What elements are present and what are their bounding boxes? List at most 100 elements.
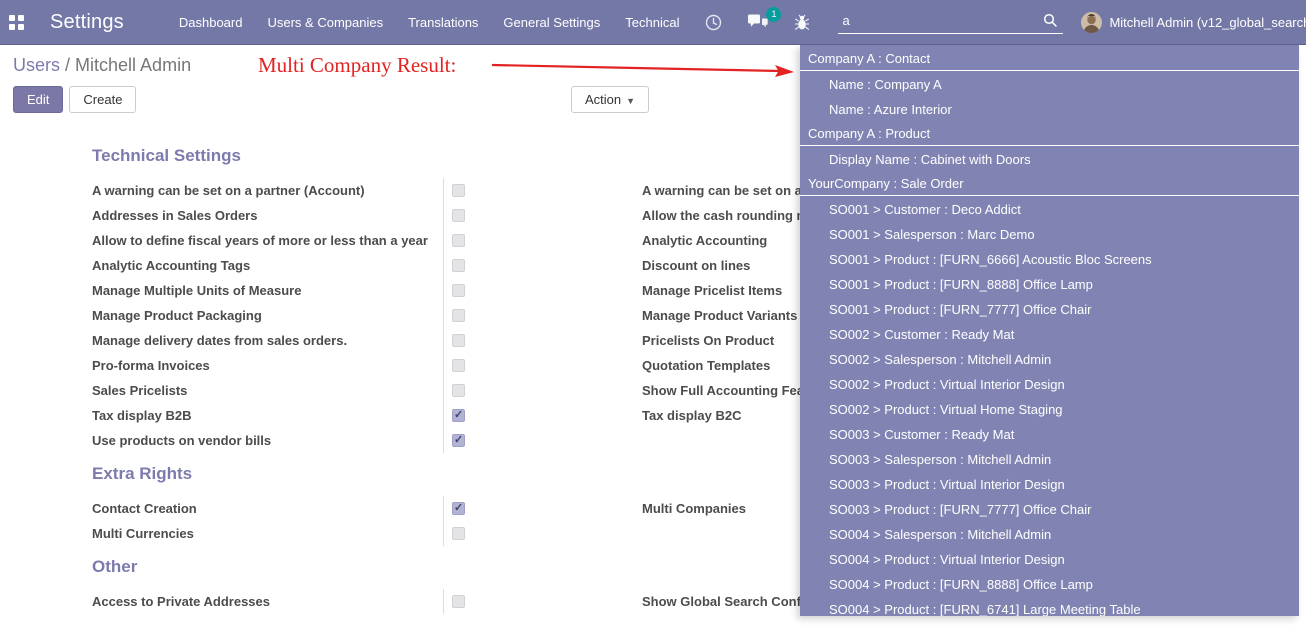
search-result-group-yourcompany-sale-order: YourCompany : Sale Order	[800, 172, 1299, 196]
setting-label-quotation-templates: Quotation Templates	[642, 358, 771, 373]
messages-icon[interactable]: 1	[747, 7, 782, 30]
activities-clock-icon[interactable]	[705, 14, 722, 31]
search-result-item-so004-product-virtual-interior-design[interactable]: SO004 > Product : Virtual Interior Desig…	[829, 552, 1065, 567]
search-result-item-so001-product-furn-8888-office-lamp[interactable]: SO001 > Product : [FURN_8888] Office Lam…	[829, 277, 1093, 292]
setting-row: Multi Currencies	[92, 521, 1122, 546]
breadcrumb-separator: /	[60, 55, 76, 75]
setting-label-manage-multiple-units-of-measure: Manage Multiple Units of Measure	[92, 283, 302, 298]
search-result-item-name-company-a[interactable]: Name : Company A	[829, 77, 942, 92]
checkbox-sales-pricelists[interactable]	[452, 384, 465, 397]
global-search-box	[838, 10, 1064, 34]
checkbox-multi-currencies[interactable]	[452, 527, 465, 540]
apps-menu-icon[interactable]	[9, 14, 24, 30]
search-result-item-so001-salesperson-marc-demo[interactable]: SO001 > Salesperson : Marc Demo	[829, 227, 1035, 242]
create-button[interactable]: Create	[69, 86, 137, 113]
search-result-group-company-a-product: Company A : Product	[800, 122, 1299, 146]
search-result-item-so001-product-furn-6666-acoustic-bloc-sc[interactable]: SO001 > Product : [FURN_6666] Acoustic B…	[829, 252, 1152, 267]
search-result-item-so002-salesperson-mitchell-admin[interactable]: SO002 > Salesperson : Mitchell Admin	[829, 352, 1052, 367]
search-result-item-name-azure-interior[interactable]: Name : Azure Interior	[829, 102, 952, 117]
setting-label-pro-forma-invoices: Pro-forma Invoices	[92, 358, 210, 373]
checkbox-cell	[443, 353, 472, 378]
main-menu: Dashboard Users & Companies Translations Ge…	[179, 15, 680, 30]
breadcrumb-users-link[interactable]: Users	[13, 55, 61, 75]
checkbox-cell	[443, 203, 472, 228]
checkbox-allow-to-define-fiscal-years-of-more-or-[interactable]	[452, 234, 465, 247]
setting-label-a-warning-can-be-set-on-a: A warning can be set on a	[642, 183, 802, 198]
checkbox-tax-display-b2b[interactable]	[452, 408, 465, 422]
setting-label-manage-pricelist-items: Manage Pricelist Items	[642, 283, 783, 298]
setting-label-multi-currencies: Multi Currencies	[92, 526, 194, 541]
messages-count-badge: 1	[766, 7, 782, 22]
setting-label-pricelists-on-product: Pricelists On Product	[642, 333, 775, 348]
setting-row: Use products on vendor bills	[92, 428, 1122, 453]
search-result-item-so004-salesperson-mitchell-admin[interactable]: SO004 > Salesperson : Mitchell Admin	[829, 527, 1052, 542]
settings-form: Technical Settings A warning can be set o…	[92, 146, 1122, 625]
search-result-item-so002-product-virtual-interior-design[interactable]: SO002 > Product : Virtual Interior Desig…	[829, 377, 1065, 392]
setting-label-show-full-accounting-fea: Show Full Accounting Fea	[642, 383, 805, 398]
setting-label-analytic-accounting: Analytic Accounting	[642, 233, 768, 248]
setting-row: A warning can be set on a partner (Accou…	[92, 178, 1122, 203]
debug-bug-icon[interactable]	[794, 14, 810, 31]
setting-label-addresses-in-sales-orders: Addresses in Sales Orders	[92, 208, 258, 223]
search-icon[interactable]	[1043, 13, 1058, 32]
edit-button[interactable]: Edit	[13, 86, 64, 113]
search-result-item-display-name-cabinet-with-doors[interactable]: Display Name : Cabinet with Doors	[829, 152, 1031, 167]
setting-label-allow-the-cash-rounding-m: Allow the cash rounding m	[642, 208, 809, 223]
search-result-item-so002-customer-ready-mat[interactable]: SO002 > Customer : Ready Mat	[829, 327, 1015, 342]
chevron-down-icon: ▼	[626, 96, 636, 106]
search-result-item-so003-product-furn-7777-office-chair[interactable]: SO003 > Product : [FURN_7777] Office Cha…	[829, 502, 1092, 517]
breadcrumb-current: Mitchell Admin	[75, 55, 192, 75]
search-result-item-so002-product-virtual-home-staging[interactable]: SO002 > Product : Virtual Home Staging	[829, 402, 1063, 417]
search-result-item-so003-salesperson-mitchell-admin[interactable]: SO003 > Salesperson : Mitchell Admin	[829, 452, 1052, 467]
setting-row: Manage Multiple Units of Measure Manage P…	[92, 278, 1122, 303]
user-avatar	[1081, 11, 1103, 33]
user-menu[interactable]: Mitchell Admin (v12_global_search) ▼	[1081, 11, 1306, 33]
search-result-item-so003-customer-ready-mat[interactable]: SO003 > Customer : Ready Mat	[829, 427, 1015, 442]
checkbox-manage-multiple-units-of-measure[interactable]	[452, 284, 465, 297]
search-result-item-so004-product-furn-6741-large-meeting-ta[interactable]: SO004 > Product : [FURN_6741] Large Meet…	[829, 602, 1141, 616]
setting-label-tax-display-b2b: Tax display B2B	[92, 408, 192, 423]
section-title: Other	[92, 557, 138, 576]
nav-item-dashboard[interactable]: Dashboard	[178, 14, 243, 30]
checkbox-cell	[443, 496, 472, 521]
search-result-item-so001-product-furn-7777-office-chair[interactable]: SO001 > Product : [FURN_7777] Office Cha…	[829, 302, 1092, 317]
checkbox-access-to-private-addresses[interactable]	[452, 595, 465, 608]
setting-label-use-products-on-vendor-bills: Use products on vendor bills	[92, 433, 272, 448]
action-dropdown-button[interactable]: Action ▼	[571, 86, 650, 113]
checkbox-cell	[443, 178, 472, 203]
section-other: Other Access to Private Addresses Show Glo…	[92, 557, 1122, 614]
setting-label-manage-delivery-dates-from-sales-orders: Manage delivery dates from sales orders.	[92, 333, 348, 348]
checkbox-cell	[443, 589, 472, 614]
setting-row: Contact Creation Multi Companies	[92, 496, 1122, 521]
checkbox-cell	[443, 521, 472, 546]
checkbox-a-warning-can-be-set-on-a-partner-accoun[interactable]	[452, 184, 465, 197]
section-title: Extra Rights	[92, 464, 193, 483]
nav-item-translations[interactable]: Translations	[408, 14, 479, 30]
setting-label-tax-display-b2c: Tax display B2C	[642, 408, 742, 423]
section-title: Technical Settings	[92, 146, 241, 165]
app-title[interactable]: Settings	[50, 10, 124, 33]
search-result-item-so004-product-furn-8888-office-lamp[interactable]: SO004 > Product : [FURN_8888] Office Lam…	[829, 577, 1093, 592]
annotation-arrow	[491, 63, 794, 77]
checkbox-pro-forma-invoices[interactable]	[452, 359, 465, 372]
search-result-item-so001-customer-deco-addict[interactable]: SO001 > Customer : Deco Addict	[829, 202, 1021, 217]
search-result-group-company-a-contact: Company A : Contact	[800, 47, 1299, 71]
nav-item-technical[interactable]: Technical	[625, 14, 680, 30]
setting-label-access-to-private-addresses: Access to Private Addresses	[92, 594, 271, 609]
setting-label-show-global-search-conf: Show Global Search Conf	[642, 594, 801, 609]
checkbox-cell	[443, 303, 472, 328]
checkbox-use-products-on-vendor-bills[interactable]	[452, 433, 465, 447]
nav-item-general-settings[interactable]: General Settings	[503, 14, 601, 30]
checkbox-manage-delivery-dates-from-sales-orders[interactable]	[452, 334, 465, 347]
checkbox-analytic-accounting-tags[interactable]	[452, 259, 465, 272]
checkbox-manage-product-packaging[interactable]	[452, 309, 465, 322]
checkbox-cell	[443, 278, 472, 303]
global-search-input[interactable]	[838, 10, 1064, 34]
breadcrumb: Users / Mitchell Admin	[13, 55, 191, 76]
checkbox-cell	[443, 228, 472, 253]
checkbox-contact-creation[interactable]	[452, 501, 465, 515]
setting-label-sales-pricelists: Sales Pricelists	[92, 383, 188, 398]
checkbox-addresses-in-sales-orders[interactable]	[452, 209, 465, 222]
nav-item-users-companies[interactable]: Users & Companies	[267, 14, 384, 30]
search-result-item-so003-product-virtual-interior-design[interactable]: SO003 > Product : Virtual Interior Desig…	[829, 477, 1065, 492]
